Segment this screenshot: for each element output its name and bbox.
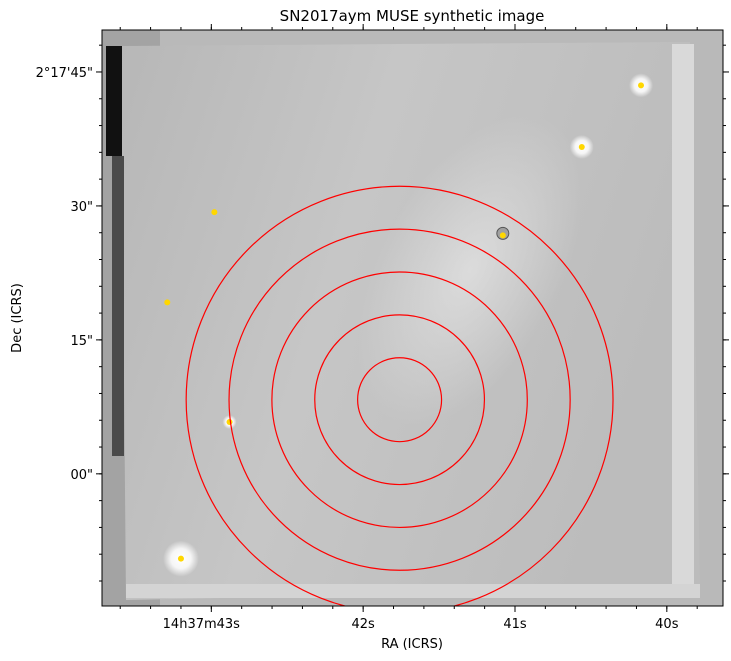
source-marker-7 [177,555,184,562]
y-tick-label: 2°17'45" [36,66,93,81]
image-bottom-band [126,584,700,598]
y-axis-label: Dec (ICRS) [10,283,25,353]
source-marker-4 [499,232,506,239]
x-tick-label: 40s [655,617,679,632]
image-dark-edge [106,46,122,156]
source-marker-1 [638,82,645,89]
aperture-ring-3 [271,271,528,529]
source-marker-3 [211,209,218,216]
x-axis-label: RA (ICRS) [381,637,443,652]
source-marker-6 [226,419,233,426]
plot-area [102,30,723,606]
aperture-rings [185,185,614,606]
source-marker-2 [578,143,585,150]
x-axis: 14h37m43s 42s 41s 40s [119,24,698,632]
plot-frame [101,29,724,607]
y-tick-label: 00" [70,468,93,483]
aperture-ring-1 [357,357,443,443]
aperture-ring-5 [185,185,614,606]
chart-title: SN2017aym MUSE synthetic image [280,7,545,25]
y-axis: 2°17'45" 30" 15" 00" [36,44,729,582]
y-tick-label: 30" [70,200,93,215]
image-right-band [672,44,694,589]
marker-group [162,73,654,577]
aperture-ring-4 [228,228,571,571]
source-marker-5 [164,299,171,306]
galaxy-diffuse-light [357,114,583,426]
x-tick-label: 42s [351,617,375,632]
aperture-ring-2 [314,314,486,486]
image-dark-edge-lower [112,156,124,456]
y-tick-label: 15" [70,334,93,349]
x-tick-label: 41s [503,617,527,632]
x-tick-label: 14h37m43s [163,617,241,632]
